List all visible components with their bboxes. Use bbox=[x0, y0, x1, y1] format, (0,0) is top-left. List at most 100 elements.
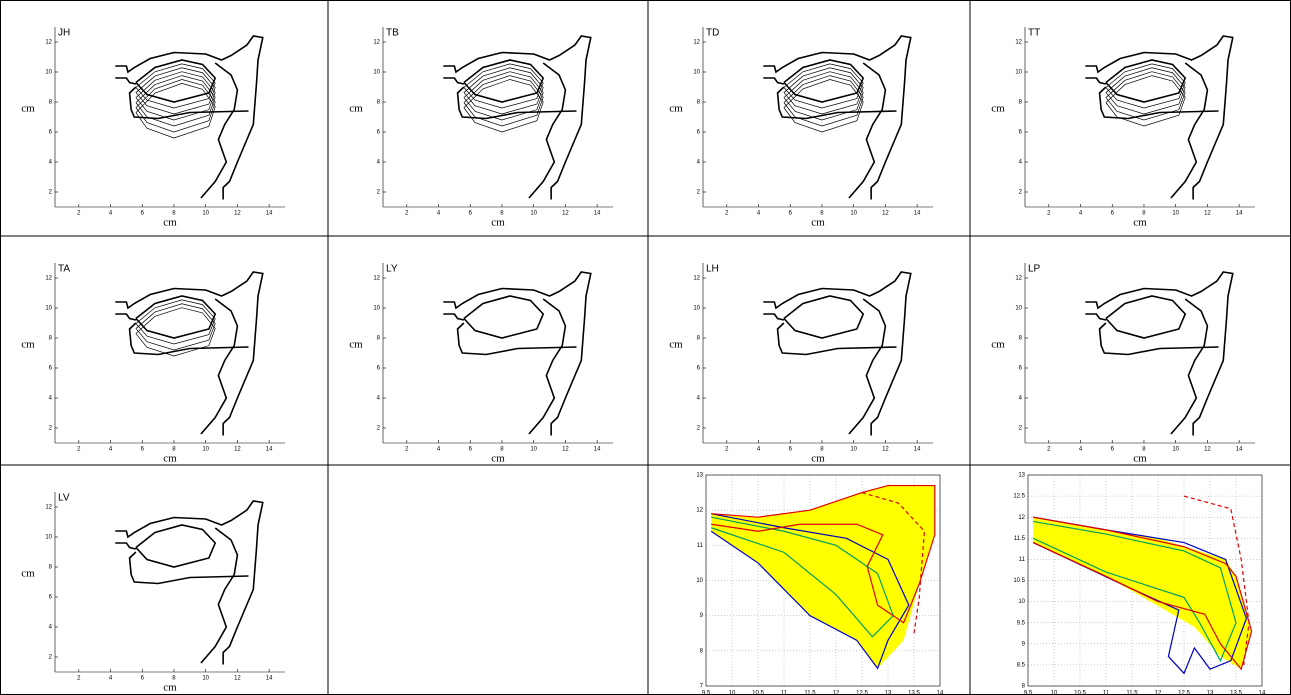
panel: 246810121424681012JHcmcm bbox=[21, 27, 285, 229]
y-tick-label: 12 bbox=[45, 505, 52, 511]
x-axis-label: cm bbox=[811, 453, 825, 465]
panel: 246810121424681012TAcmcm bbox=[21, 263, 285, 465]
x-axis-label: cm bbox=[1133, 453, 1147, 465]
y-tick-label: 10 bbox=[1018, 599, 1025, 605]
tongue-outline bbox=[1106, 60, 1185, 102]
x-tick-label: 10 bbox=[850, 447, 857, 453]
x-tick-label: 14 bbox=[1236, 447, 1243, 453]
panel: 246810121424681012TDcmcm bbox=[669, 27, 933, 229]
panel-label: LP bbox=[1028, 264, 1041, 275]
y-tick-label: 10 bbox=[45, 306, 52, 312]
y-tick-label: 8 bbox=[49, 336, 53, 342]
x-tick-label: 6 bbox=[141, 676, 145, 682]
y-axis-label: cm bbox=[349, 339, 363, 351]
y-tick-label: 6 bbox=[697, 130, 701, 136]
x-tick-label: 14 bbox=[914, 447, 921, 453]
y-tick-label: 4 bbox=[49, 625, 53, 631]
y-tick-label: 6 bbox=[1019, 366, 1023, 372]
tract-outline bbox=[443, 78, 464, 84]
y-axis-label: cm bbox=[349, 103, 363, 115]
y-tick-label: 4 bbox=[1019, 160, 1023, 166]
y-tick-label: 6 bbox=[377, 366, 381, 372]
y-axis-label: cm bbox=[991, 103, 1005, 115]
y-tick-label: 8 bbox=[697, 336, 701, 342]
x-tick-label: 10 bbox=[202, 447, 209, 453]
y-tick-label: 6 bbox=[49, 366, 53, 372]
x-axis-label: cm bbox=[491, 453, 505, 465]
x-tick-label: 10 bbox=[202, 211, 209, 217]
y-tick-label: 9 bbox=[700, 613, 704, 619]
y-tick-label: 6 bbox=[377, 130, 381, 136]
x-tick-label: 13 bbox=[885, 691, 892, 695]
tract-outline bbox=[529, 299, 565, 434]
panel-label: TB bbox=[386, 28, 399, 39]
x-tick-label: 4 bbox=[757, 211, 761, 217]
figure: 246810121424681012JHcmcm2468101214246810… bbox=[0, 0, 1291, 695]
y-axis-label: cm bbox=[669, 339, 683, 351]
tract-outline bbox=[115, 314, 136, 320]
y-tick-label: 8 bbox=[377, 336, 381, 342]
x-tick-label: 2 bbox=[77, 447, 81, 453]
page: {"chart_data": [ {"type": "outline", "la… bbox=[0, 0, 1291, 695]
x-axis-label: cm bbox=[811, 217, 825, 229]
x-tick-label: 6 bbox=[789, 447, 793, 453]
y-tick-label: 2 bbox=[377, 190, 381, 196]
x-tick-label: 6 bbox=[469, 211, 473, 217]
x-tick-label: 12 bbox=[562, 211, 569, 217]
x-tick-label: 10 bbox=[1051, 691, 1058, 695]
y-tick-label: 11.5 bbox=[1014, 536, 1026, 542]
x-axis-label: cm bbox=[163, 682, 177, 694]
x-tick-label: 2 bbox=[77, 676, 81, 682]
y-tick-label: 12 bbox=[373, 40, 380, 46]
y-tick-label: 2 bbox=[1019, 190, 1023, 196]
y-tick-label: 10 bbox=[1015, 306, 1022, 312]
x-tick-label: 13.5 bbox=[1230, 691, 1242, 695]
x-tick-label: 6 bbox=[469, 447, 473, 453]
x-tick-label: 11 bbox=[1103, 691, 1110, 695]
y-tick-label: 6 bbox=[49, 130, 53, 136]
y-tick-label: 2 bbox=[1019, 426, 1023, 432]
x-tick-label: 10 bbox=[850, 211, 857, 217]
y-tick-label: 8 bbox=[1019, 336, 1023, 342]
y-tick-label: 6 bbox=[697, 366, 701, 372]
tract-outline bbox=[529, 63, 565, 198]
tract-outline bbox=[1171, 299, 1207, 434]
y-tick-label: 8 bbox=[49, 565, 53, 571]
x-tick-label: 6 bbox=[141, 211, 145, 217]
x-tick-label: 12 bbox=[562, 447, 569, 453]
x-tick-label: 10 bbox=[530, 447, 537, 453]
x-tick-label: 10 bbox=[530, 211, 537, 217]
y-tick-label: 12 bbox=[45, 40, 52, 46]
x-tick-label: 4 bbox=[109, 676, 113, 682]
y-tick-label: 4 bbox=[377, 160, 381, 166]
x-axis-label: cm bbox=[163, 217, 177, 229]
x-tick-label: 2 bbox=[725, 211, 729, 217]
panel: 9.51010.51111.51212.51313.51488.599.5101… bbox=[1013, 473, 1266, 695]
tongue-outline bbox=[1106, 296, 1185, 338]
x-tick-label: 4 bbox=[757, 447, 761, 453]
panel-label: LV bbox=[58, 493, 70, 504]
x-tick-label: 12 bbox=[234, 447, 241, 453]
x-tick-label: 13 bbox=[1207, 691, 1214, 695]
y-tick-label: 4 bbox=[377, 396, 381, 402]
y-axis-label: cm bbox=[21, 103, 35, 115]
tract-outline bbox=[115, 543, 136, 549]
x-tick-label: 12.5 bbox=[1178, 691, 1190, 695]
tract-outline bbox=[763, 314, 784, 320]
y-tick-label: 6 bbox=[49, 595, 53, 601]
panel-label: TT bbox=[1028, 28, 1040, 39]
y-tick-label: 4 bbox=[1019, 396, 1023, 402]
y-axis-label: cm bbox=[21, 568, 35, 580]
tongue-outline bbox=[136, 296, 215, 338]
panel: 246810121424681012TTcmcm bbox=[991, 27, 1255, 229]
x-tick-label: 14 bbox=[594, 211, 601, 217]
y-tick-label: 10.5 bbox=[1013, 578, 1025, 584]
y-tick-label: 4 bbox=[49, 160, 53, 166]
panel-label: LY bbox=[386, 264, 398, 275]
y-tick-label: 4 bbox=[697, 160, 701, 166]
x-tick-label: 6 bbox=[1111, 447, 1115, 453]
x-tick-label: 11 bbox=[781, 691, 788, 695]
tract-outline bbox=[201, 63, 237, 198]
panel-label: TA bbox=[58, 264, 70, 275]
